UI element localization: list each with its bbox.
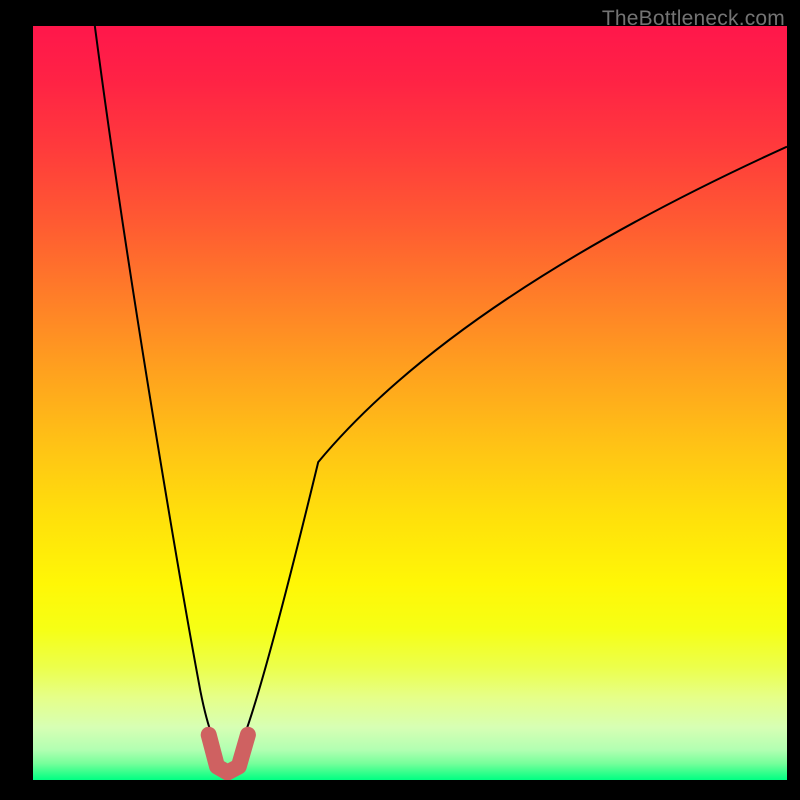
watermark-text: TheBottleneck.com bbox=[602, 7, 785, 31]
gradient-background bbox=[33, 26, 787, 780]
plot-svg bbox=[33, 26, 787, 780]
plot-area bbox=[33, 26, 787, 780]
